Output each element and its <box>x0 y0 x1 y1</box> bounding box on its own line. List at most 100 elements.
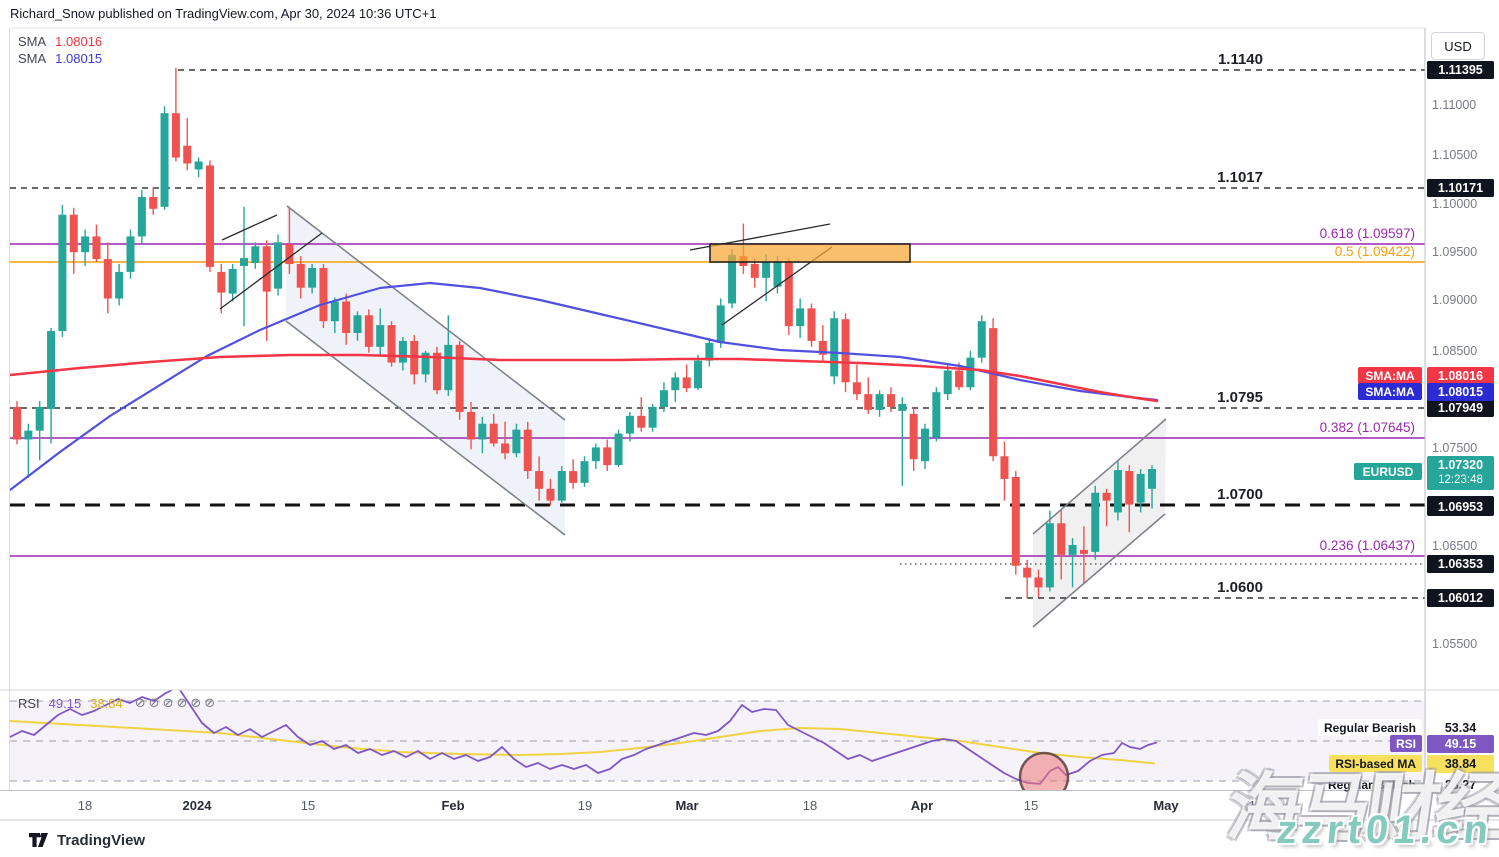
candle-body <box>796 308 805 327</box>
candle-body <box>852 382 861 395</box>
channel-line <box>1032 513 1166 628</box>
divergence-label: Regular Bearish <box>1317 719 1422 736</box>
time-axis-label[interactable]: 15 <box>300 798 316 813</box>
candle-body <box>977 321 986 358</box>
rsi-lines <box>10 690 1157 785</box>
candle-body <box>205 165 214 267</box>
indicator-hidden-icon[interactable]: ⊘ <box>148 695 160 710</box>
time-axis-label[interactable]: 15 <box>1023 798 1039 813</box>
candle-body <box>1057 523 1066 555</box>
sma-legend-blue[interactable]: SMA 1.08015 <box>18 51 102 66</box>
candle-body <box>432 352 441 391</box>
price-level-label: 1.1140 <box>1217 51 1263 68</box>
price-badge: 1.06353 <box>1427 555 1494 573</box>
sma-value: 1.08015 <box>55 51 103 66</box>
sma-value: 1.08016 <box>55 34 103 49</box>
tradingview-logo[interactable]: TradingView <box>28 830 145 850</box>
indicator-hidden-icon[interactable]: ⊘ <box>204 695 216 710</box>
sma-axis-badge: 1.08015 <box>1427 383 1494 401</box>
candle-body <box>1136 474 1145 503</box>
candle-body <box>818 340 827 355</box>
candle-body <box>13 406 21 440</box>
candle-body <box>376 325 385 347</box>
candle-body <box>648 406 657 428</box>
price-axis-tick: 1.08500 <box>1432 344 1478 358</box>
candle-body <box>296 264 305 288</box>
indicator-hidden-icon[interactable]: ⊘ <box>176 695 188 710</box>
time-axis-label[interactable]: 2024 <box>182 798 212 813</box>
candle-body <box>489 423 498 444</box>
candle-body <box>773 261 782 287</box>
candle-body <box>830 318 839 377</box>
candle-body <box>171 113 180 158</box>
candle-body <box>637 415 646 428</box>
candle-body <box>569 471 578 483</box>
candle-body <box>183 145 192 164</box>
currency-toggle-button[interactable]: USD <box>1431 32 1485 60</box>
price-axis-tick: 1.10000 <box>1432 197 1478 211</box>
sma-label: SMA <box>18 34 47 49</box>
candle-body <box>285 244 294 265</box>
candle-body <box>353 315 362 334</box>
rsi-legend[interactable]: RSI 49.15 38.84 ⊘ ⊘ ⊘ ⊘ ⊘ ⊘ <box>18 695 215 711</box>
bullish-divergence-circle <box>1018 751 1070 791</box>
price-axis-tick: 1.07500 <box>1432 441 1478 455</box>
candle-body <box>671 377 680 391</box>
candle-body <box>262 246 271 292</box>
divergence-value: 53.34 <box>1427 719 1494 737</box>
candle-body <box>24 430 33 440</box>
indicator-hidden-icon[interactable]: ⊘ <box>134 695 146 710</box>
candle-body <box>398 340 407 363</box>
candle-body <box>69 214 78 253</box>
time-axis-label[interactable]: Mar <box>675 798 699 813</box>
indicator-hidden-icon[interactable]: ⊘ <box>190 695 202 710</box>
price-axis-tick: 1.10500 <box>1432 148 1478 162</box>
candle-body <box>160 113 169 207</box>
time-axis-label[interactable]: 18 <box>802 798 818 813</box>
candle-body <box>387 325 396 363</box>
price-badge: 1.06012 <box>1427 589 1494 607</box>
candle-body <box>240 258 248 266</box>
time-axis-label[interactable]: 18 <box>77 798 93 813</box>
candle-body <box>228 268 237 294</box>
sma-axis-chip: SMA:MA <box>1358 383 1422 400</box>
tradingview-logo-text: TradingView <box>57 831 146 849</box>
candle-body <box>807 308 816 341</box>
candle-body <box>875 394 884 410</box>
fib-level-label: 0.382 (1.07645) <box>1319 420 1415 435</box>
candle-body <box>762 262 771 278</box>
price-level-label: 1.0600 <box>1217 579 1263 596</box>
time-axis-label[interactable]: 13 <box>1248 798 1264 813</box>
time-axis-label[interactable]: Apr <box>910 798 934 813</box>
price-badge: 1.10171 <box>1427 179 1494 197</box>
candle-body <box>886 394 895 407</box>
candle-body <box>467 411 475 440</box>
candle-body <box>705 342 714 361</box>
candle-body <box>1125 471 1134 505</box>
tradingview-logo-icon <box>29 833 48 847</box>
indicator-hidden-icon[interactable]: ⊘ <box>162 695 174 710</box>
time-axis-label[interactable]: May <box>1153 798 1179 813</box>
time-axis-label[interactable]: Ju <box>1412 798 1428 813</box>
candle-body <box>1091 492 1100 552</box>
candle-body <box>784 262 793 327</box>
rsi-ma-line <box>10 720 1155 765</box>
sma-legend-red[interactable]: SMA 1.08016 <box>18 34 102 49</box>
rsi-ma-value: 38.84 <box>90 695 123 711</box>
sma-axis-chip: SMA:MA <box>1358 367 1422 384</box>
candle-body <box>1068 544 1077 555</box>
candle-body <box>319 267 328 322</box>
candle-body <box>501 443 510 454</box>
candle-body <box>989 328 998 457</box>
time-axis-label[interactable]: 19 <box>577 798 593 813</box>
candle-body <box>1102 492 1111 501</box>
publish-line: Richard_Snow published on TradingView.co… <box>10 6 437 21</box>
price-level-label: 1.0795 <box>1217 389 1263 406</box>
divergence-label: Regular Bullish <box>1327 777 1416 792</box>
price-level-label: 1.1017 <box>1217 169 1263 186</box>
rsi-line <box>10 690 1157 785</box>
price-axis-tick: 1.06500 <box>1432 539 1478 553</box>
candle-body <box>943 370 952 395</box>
time-axis-label[interactable]: Feb <box>441 798 465 813</box>
